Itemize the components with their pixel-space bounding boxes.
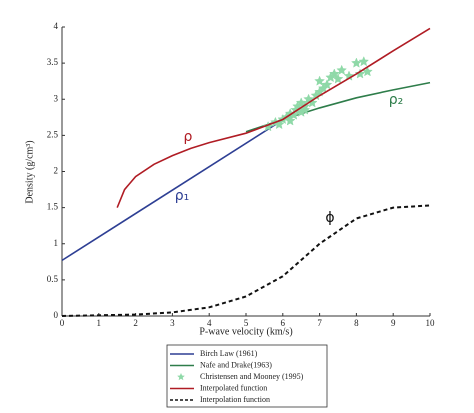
x-tick-label: 4 (207, 318, 212, 328)
annotation: ρ₁ (175, 188, 190, 204)
scatter-point (358, 56, 370, 67)
legend-label: Birch Law (1961) (200, 349, 258, 358)
scatter-point (284, 115, 296, 126)
scatter-point (354, 68, 366, 79)
x-tick-label: 10 (426, 318, 436, 328)
y-tick-label: 3 (54, 93, 59, 103)
y-tick-label: 3.5 (47, 57, 59, 67)
legend-label: Interpolation function (200, 395, 270, 404)
y-tick-label: 0.5 (47, 274, 59, 284)
annotation: ϕ (325, 210, 334, 226)
scatter-point (328, 68, 340, 79)
annotation: ρ₂ (389, 92, 404, 108)
y-tick-label: 2.5 (47, 129, 59, 139)
x-tick-label: 9 (391, 318, 396, 328)
y-axis-label: Density (g/cm³) (24, 140, 35, 203)
scatter-point (321, 79, 333, 90)
y-tick-label: 1.5 (47, 202, 59, 212)
x-tick-label: 8 (354, 318, 359, 328)
scatter-point (332, 73, 344, 84)
legend-label: Christensen and Mooney (1995) (200, 372, 304, 381)
scatter-point (314, 75, 326, 86)
scatter-point (362, 66, 373, 77)
x-tick-label: 0 (60, 318, 65, 328)
line-series (61, 204, 431, 317)
x-tick-label: 3 (170, 318, 175, 328)
legend-label: Nafe and Drake(1963) (200, 360, 272, 369)
scatter-point (306, 97, 318, 108)
x-tick-label: 2 (133, 318, 138, 328)
x-tick-label: 1 (97, 318, 102, 328)
y-tick-label: 4 (54, 21, 59, 31)
x-tick-label: 6 (281, 318, 286, 328)
legend-label: Interpolated function (200, 383, 267, 392)
scatter-point (336, 64, 348, 75)
annotation: ρ (184, 129, 193, 145)
legend-marker (177, 373, 185, 381)
x-axis-label: P-wave velocity (km/s) (199, 326, 292, 337)
line-series (61, 123, 276, 262)
x-tick-label: 5 (244, 318, 249, 328)
legend-box (166, 344, 328, 408)
y-tick-label: 0 (54, 310, 59, 320)
scatter-point (262, 121, 274, 132)
y-tick-label: 1 (54, 238, 59, 248)
y-tick-label: 2 (54, 166, 59, 176)
scatter-point (350, 57, 362, 68)
line-series (116, 27, 431, 208)
x-tick-label: 7 (317, 318, 322, 328)
